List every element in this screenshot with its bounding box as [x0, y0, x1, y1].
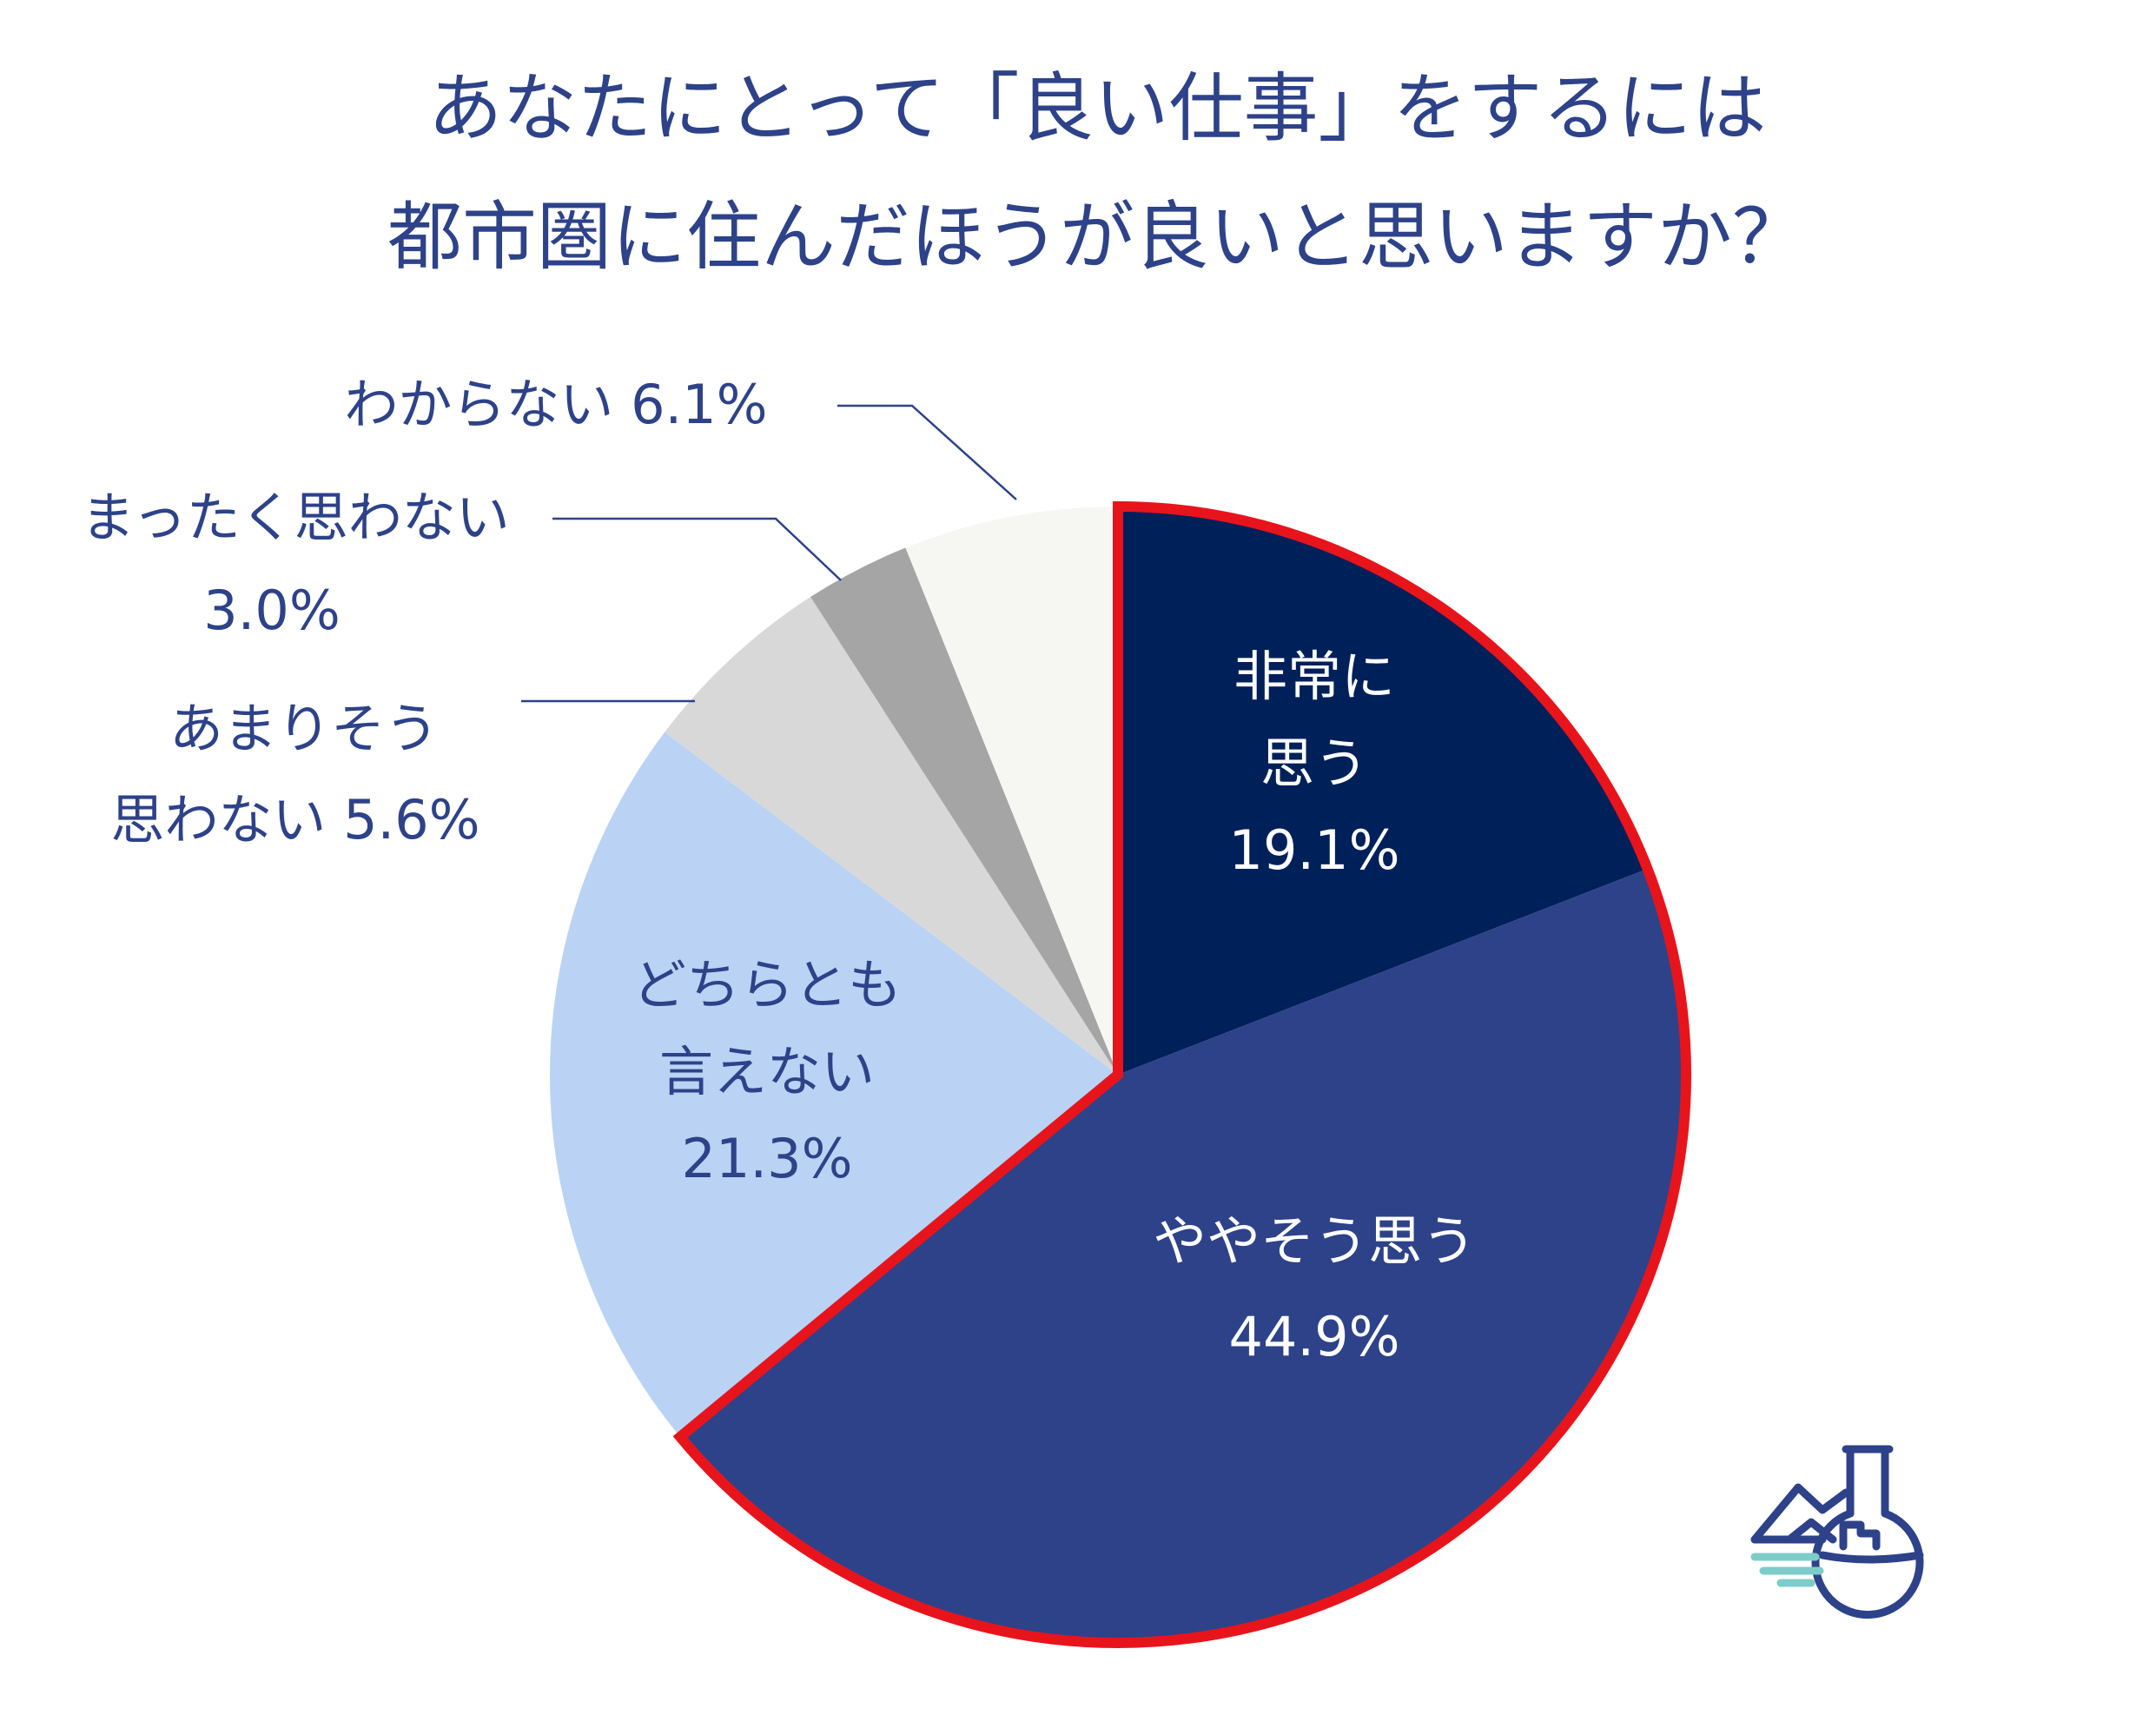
leader-line-5	[837, 404, 1017, 500]
leader-lines	[521, 404, 1017, 703]
callout-label-3: あまりそう	[169, 697, 439, 760]
chart-title: あなたにとって「良い仕事」をするには 都市圏に住んだほうが良いと思いますか？	[387, 65, 1807, 281]
slice-label-1: ややそう思う	[1153, 1209, 1476, 1273]
callout-label-5: わからない 6.1%	[344, 373, 767, 436]
slice-label-2: どちらとも	[632, 953, 902, 1016]
slice-label-0: 非常に	[1233, 645, 1395, 708]
pie-slice-5	[905, 507, 1118, 1075]
pie-slices	[550, 507, 1686, 1643]
pie-slice-0	[1118, 507, 1648, 1075]
flask-mountain-logo-icon	[1750, 1445, 1924, 1619]
slice-value-label-2: 21.3%	[682, 1127, 853, 1190]
slice-value-label-0: 19.1%	[1229, 818, 1400, 882]
slice-label-2: 言えない	[659, 1040, 875, 1103]
highlight-border	[672, 500, 1691, 1648]
leader-line-4	[552, 517, 842, 581]
pie-slice-3	[665, 597, 1118, 1075]
slice-value-label-1: 44.9%	[1229, 1305, 1400, 1368]
callout-label-4: 3.0%	[203, 579, 341, 642]
title-line-2: 都市圏に住んだほうが良いと思いますか？	[387, 194, 1807, 281]
slice-label-0: 思う	[1260, 732, 1368, 795]
callout-label-4: まったく思わない	[81, 486, 510, 549]
pie-slice-1	[680, 869, 1686, 1643]
highlight-outline	[672, 500, 1691, 1648]
pie-slice-2	[550, 732, 1118, 1437]
title-line-1: あなたにとって「良い仕事」をするには	[427, 65, 1766, 152]
callout-label-3: 思わない 5.6%	[110, 788, 479, 851]
pie-slice-4	[810, 547, 1118, 1075]
